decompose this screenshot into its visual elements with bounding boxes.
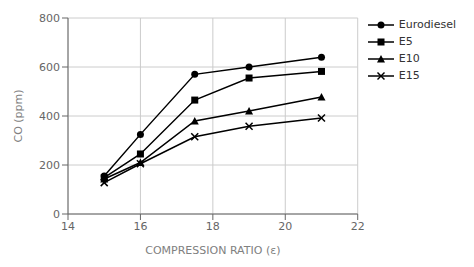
html-text:E10: E10 [398,52,420,65]
svg-text:0: 0 [53,208,60,221]
html-text:Eurodiesel: Eurodiesel [398,18,456,31]
svg-text:200: 200 [39,159,60,172]
svg-text:COMPRESSION RATIO (ε): COMPRESSION RATIO (ε) [145,244,280,257]
html-text:E5: E5 [398,35,413,48]
svg-text:20: 20 [278,220,292,233]
svg-text:22: 22 [351,220,365,233]
svg-text:600: 600 [39,61,60,74]
svg-text:16: 16 [133,220,147,233]
svg-text:CO (ppm): CO (ppm) [12,89,25,142]
svg-text:18: 18 [206,220,220,233]
html-text:E15: E15 [398,69,420,82]
svg-text:14: 14 [61,220,75,233]
svg-text:400: 400 [39,110,60,123]
svg-text:800: 800 [39,12,60,25]
